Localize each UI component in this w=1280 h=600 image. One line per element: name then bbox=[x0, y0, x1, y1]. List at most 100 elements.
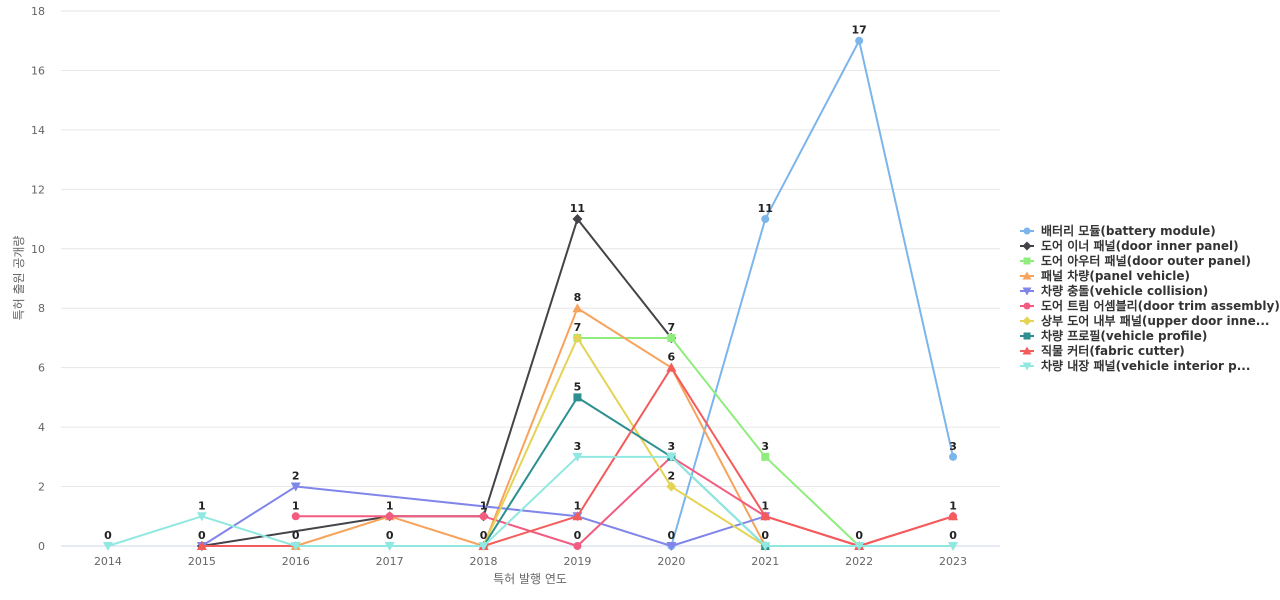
data-point bbox=[573, 542, 582, 550]
data-label: 11 bbox=[758, 202, 773, 215]
x-tick-label: 2014 bbox=[94, 555, 122, 568]
y-tick-label: 2 bbox=[38, 481, 45, 494]
legend-item[interactable]: 상부 도어 내부 패널(upper door inne... bbox=[1020, 313, 1269, 328]
x-tick-label: 2022 bbox=[845, 555, 873, 568]
data-label: 5 bbox=[574, 380, 582, 393]
legend-item[interactable]: 도어 이너 패널(door inner panel) bbox=[1020, 238, 1239, 253]
series-line bbox=[107, 455, 954, 547]
data-point bbox=[948, 542, 959, 551]
data-point bbox=[761, 452, 770, 461]
legend-symbol bbox=[1023, 227, 1031, 235]
y-axis-ticks: 0 2 4 6 8 10 12 14 16 18 bbox=[31, 5, 45, 553]
y-tick-label: 0 bbox=[38, 540, 45, 553]
legend-item[interactable]: 차량 충돌(vehicle collision) bbox=[1020, 283, 1208, 298]
data-label: 1 bbox=[198, 499, 206, 512]
legend-label: 차량 내장 패널(vehicle interior p... bbox=[1041, 358, 1250, 373]
legend-item[interactable]: 배터리 모듈(battery module) bbox=[1020, 223, 1216, 238]
x-tick-label: 2020 bbox=[657, 555, 685, 568]
legend-symbol bbox=[1023, 332, 1031, 340]
data-point bbox=[196, 512, 207, 522]
data-label: 0 bbox=[198, 529, 206, 542]
data-point bbox=[572, 511, 583, 521]
y-tick-label: 10 bbox=[31, 243, 45, 256]
data-point bbox=[761, 215, 770, 224]
data-point bbox=[854, 542, 865, 551]
data-point bbox=[667, 333, 676, 342]
legend-symbol bbox=[1022, 271, 1032, 280]
y-tick-label: 6 bbox=[38, 362, 45, 375]
x-tick-label: 2021 bbox=[751, 555, 779, 568]
data-label: 2 bbox=[668, 470, 676, 483]
data-label: 17 bbox=[851, 24, 866, 37]
data-point bbox=[572, 214, 583, 225]
data-label: 3 bbox=[949, 440, 957, 453]
series-group bbox=[102, 36, 959, 551]
x-axis-title: 특허 발행 연도 bbox=[493, 571, 567, 586]
data-label: 1 bbox=[761, 499, 769, 512]
data-point bbox=[666, 542, 677, 551]
data-label: 0 bbox=[104, 529, 112, 542]
series-line bbox=[482, 396, 766, 547]
legend-label: 도어 아우터 패널(door outer panel) bbox=[1041, 253, 1251, 268]
data-point bbox=[572, 332, 583, 343]
x-tick-label: 2016 bbox=[282, 555, 310, 568]
legend-symbol bbox=[1022, 362, 1032, 371]
x-tick-label: 2015 bbox=[188, 555, 216, 568]
legend-item[interactable]: 도어 트림 어셈블리(door trim assembly) bbox=[1020, 298, 1280, 313]
data-point bbox=[291, 512, 300, 521]
y-tick-label: 16 bbox=[31, 64, 45, 77]
data-label: 0 bbox=[855, 529, 863, 542]
data-point bbox=[855, 36, 864, 45]
legend-label: 패널 차량(panel vehicle) bbox=[1041, 268, 1190, 283]
legend-label: 직물 커터(fabric cutter) bbox=[1041, 343, 1185, 358]
y-tick-label: 8 bbox=[38, 302, 45, 315]
data-label: 1 bbox=[949, 499, 957, 512]
series-1 bbox=[667, 36, 958, 550]
data-label: 2 bbox=[292, 470, 300, 483]
y-tick-label: 18 bbox=[31, 5, 45, 18]
series-line bbox=[295, 307, 767, 547]
x-tick-label: 2019 bbox=[563, 555, 591, 568]
data-label: 7 bbox=[668, 321, 676, 334]
data-point bbox=[573, 393, 582, 402]
legend-symbol bbox=[1022, 316, 1032, 326]
data-label: 8 bbox=[574, 291, 582, 304]
y-tick-label: 14 bbox=[31, 124, 45, 137]
legend-item[interactable]: 차량 내장 패널(vehicle interior p... bbox=[1020, 358, 1250, 373]
data-label: 0 bbox=[949, 529, 957, 542]
data-point bbox=[572, 452, 583, 462]
legend-item[interactable]: 차량 프로필(vehicle profile) bbox=[1020, 328, 1207, 343]
legend-label: 배터리 모듈(battery module) bbox=[1041, 223, 1216, 238]
data-label: 0 bbox=[386, 529, 394, 542]
y-tick-label: 12 bbox=[31, 183, 45, 196]
x-tick-label: 2018 bbox=[470, 555, 498, 568]
legend-label: 도어 이너 패널(door inner panel) bbox=[1041, 238, 1239, 253]
legend-label: 차량 충돌(vehicle collision) bbox=[1041, 283, 1208, 298]
legend[interactable]: 배터리 모듈(battery module)도어 이너 패널(door inne… bbox=[1020, 223, 1280, 373]
legend-label: 도어 트림 어셈블리(door trim assembly) bbox=[1041, 298, 1280, 313]
data-point bbox=[666, 481, 677, 492]
data-point bbox=[949, 452, 958, 461]
data-label: 6 bbox=[668, 351, 676, 364]
legend-item[interactable]: 도어 아우터 패널(door outer panel) bbox=[1020, 253, 1251, 268]
data-label: 0 bbox=[292, 529, 300, 542]
data-point bbox=[760, 542, 771, 551]
legend-symbol bbox=[1022, 241, 1032, 251]
legend-item[interactable]: 직물 커터(fabric cutter) bbox=[1020, 343, 1185, 358]
data-point bbox=[384, 542, 395, 551]
data-point bbox=[666, 452, 677, 462]
legend-label: 차량 프로필(vehicle profile) bbox=[1041, 328, 1207, 343]
gridlines bbox=[61, 10, 1000, 547]
data-point bbox=[760, 511, 771, 521]
x-tick-label: 2017 bbox=[376, 555, 404, 568]
data-point bbox=[479, 512, 488, 521]
data-label: 1 bbox=[292, 499, 300, 512]
legend-item[interactable]: 패널 차량(panel vehicle) bbox=[1020, 268, 1190, 283]
series-line bbox=[482, 336, 766, 547]
legend-symbol bbox=[1023, 257, 1031, 265]
data-label: 11 bbox=[570, 202, 585, 215]
data-point bbox=[385, 512, 394, 521]
x-tick-label: 2023 bbox=[939, 555, 967, 568]
data-label: 1 bbox=[574, 499, 582, 512]
